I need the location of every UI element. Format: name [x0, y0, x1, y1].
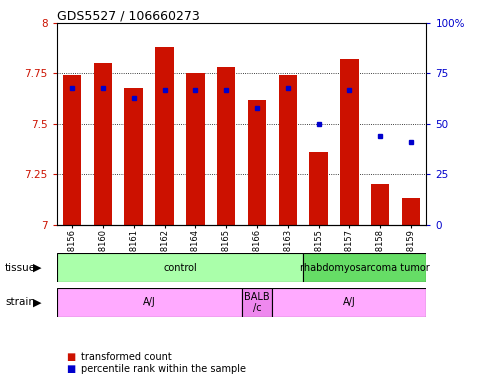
Text: ▶: ▶ [33, 263, 41, 273]
Text: rhabdomyosarcoma tumor: rhabdomyosarcoma tumor [300, 263, 430, 273]
Text: control: control [163, 263, 197, 273]
Text: A/J: A/J [343, 297, 356, 308]
Bar [310, 152, 328, 225]
Bar [57, 253, 303, 282]
Bar [279, 76, 297, 225]
Text: ■: ■ [67, 364, 76, 374]
Bar [247, 100, 266, 225]
Bar [371, 184, 389, 225]
Bar [155, 47, 174, 225]
Bar [186, 73, 205, 225]
Bar [242, 288, 272, 317]
Bar [402, 199, 420, 225]
Text: ▶: ▶ [33, 297, 41, 308]
Text: strain: strain [5, 297, 35, 308]
Text: A/J: A/J [143, 297, 155, 308]
Text: tissue: tissue [5, 263, 36, 273]
Bar [303, 253, 426, 282]
Bar [124, 88, 143, 225]
Bar [94, 63, 112, 225]
Bar [57, 288, 242, 317]
Text: BALB
/c: BALB /c [244, 291, 270, 313]
Bar [340, 60, 358, 225]
Text: GDS5527 / 106660273: GDS5527 / 106660273 [57, 10, 200, 23]
Text: transformed count: transformed count [81, 352, 172, 362]
Text: ■: ■ [67, 352, 76, 362]
Text: percentile rank within the sample: percentile rank within the sample [81, 364, 246, 374]
Bar [217, 68, 235, 225]
Bar [272, 288, 426, 317]
Bar [63, 76, 81, 225]
